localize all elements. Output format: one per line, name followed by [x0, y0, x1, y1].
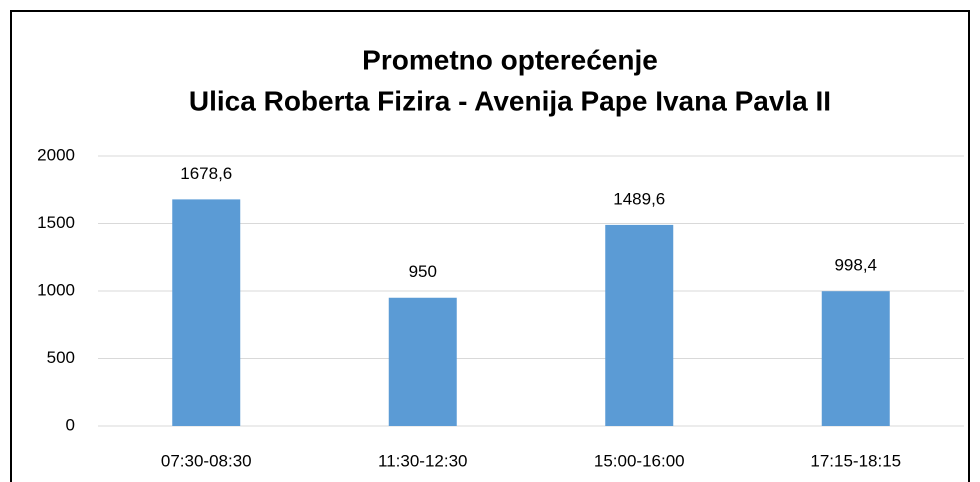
chart-border — [10, 10, 970, 482]
bar — [172, 199, 241, 426]
bar — [605, 224, 674, 426]
x-tick-label: 07:30-08:30 — [161, 451, 252, 470]
x-tick-label: 17:15-18:15 — [810, 451, 901, 470]
y-tick-label: 1000 — [37, 280, 75, 299]
y-tick-label: 500 — [47, 348, 75, 367]
value-label: 1678,6 — [180, 164, 232, 183]
bar — [821, 291, 890, 426]
chart-title: Prometno opterećenje — [362, 44, 658, 75]
y-tick-label: 2000 — [37, 145, 75, 164]
x-tick-label: 15:00-16:00 — [594, 451, 685, 470]
value-label: 950 — [409, 262, 437, 281]
chart-subtitle: Ulica Roberta Fizira - Avenija Pape Ivan… — [189, 85, 831, 116]
x-tick-label: 11:30-12:30 — [378, 451, 467, 470]
value-label: 1489,6 — [613, 189, 665, 208]
value-label: 998,4 — [834, 256, 877, 275]
bar — [388, 297, 457, 426]
y-tick-label: 0 — [66, 415, 75, 434]
y-tick-label: 1500 — [37, 213, 75, 232]
